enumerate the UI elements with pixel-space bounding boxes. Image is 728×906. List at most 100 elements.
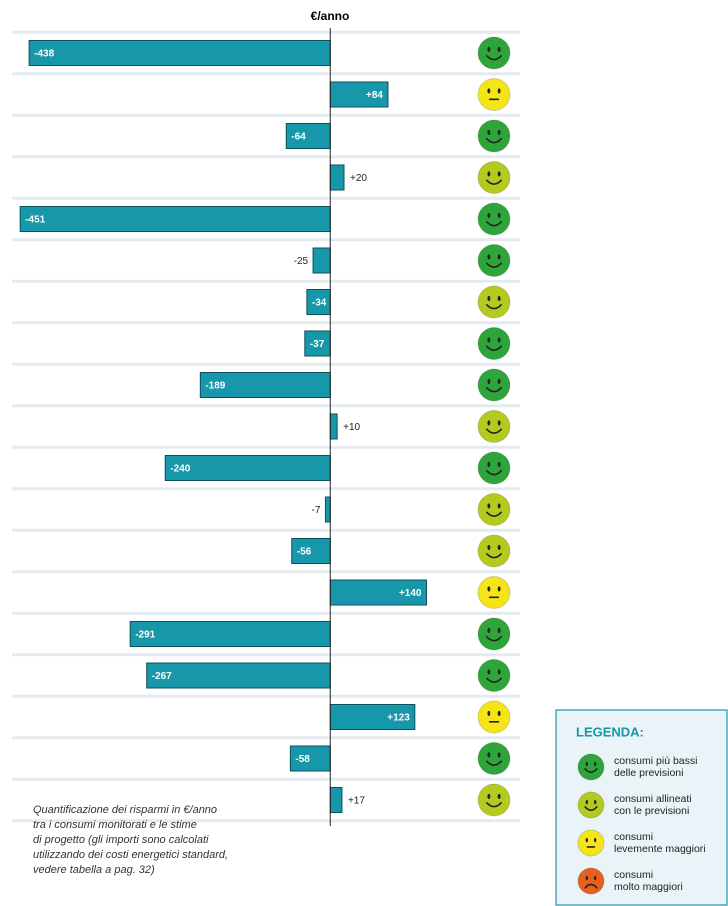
face (477, 451, 511, 485)
eye (497, 171, 501, 177)
face (477, 285, 511, 319)
value-label: +123 (387, 713, 410, 724)
face (577, 867, 605, 895)
eye (593, 762, 597, 767)
caption-line: tra i consumi monitorati e le stime (33, 819, 197, 831)
value-label: -291 (135, 630, 155, 641)
bar (289, 745, 331, 772)
eye (497, 254, 501, 260)
face-icon (477, 119, 511, 153)
value-label: +20 (350, 173, 367, 184)
eye (593, 800, 597, 805)
value-label: +17 (348, 796, 365, 807)
bar (329, 579, 427, 606)
caption-line: di progetto (gli importi sono calcolati (33, 834, 209, 846)
face (477, 617, 511, 651)
mouth (486, 428, 502, 434)
eye (497, 378, 501, 385)
eye (487, 254, 491, 260)
face (477, 534, 511, 568)
bar (129, 621, 331, 647)
face (477, 659, 511, 692)
mouth (486, 511, 502, 517)
face-icon (477, 285, 511, 319)
face (477, 202, 511, 236)
eye (487, 752, 491, 758)
eye (487, 420, 491, 426)
eye (497, 337, 501, 343)
value-label: -34 (312, 298, 327, 309)
face (477, 244, 511, 277)
value-label: -451 (25, 215, 45, 226)
face-icon (477, 700, 511, 734)
face-icon (477, 202, 511, 236)
bar (291, 538, 331, 564)
eye (497, 88, 501, 94)
value-label: -37 (310, 339, 325, 350)
face-icon (577, 829, 605, 857)
bar (329, 787, 343, 813)
eye (487, 586, 491, 592)
mouth (486, 387, 502, 393)
value-label: -7 (312, 505, 321, 516)
bar (199, 372, 331, 398)
eye (487, 295, 491, 302)
face-icon (477, 783, 511, 817)
face (477, 78, 511, 111)
eye (487, 627, 491, 634)
eye (585, 838, 589, 843)
bar (19, 206, 331, 232)
bar (329, 81, 389, 108)
mouth (486, 304, 502, 310)
face-icon (477, 576, 511, 609)
value-label: -25 (294, 256, 309, 267)
mouth (584, 768, 598, 773)
face (477, 576, 511, 609)
mouth (486, 677, 502, 683)
eye (593, 838, 597, 843)
mouth (486, 179, 502, 185)
eye (487, 46, 491, 53)
value-label: -189 (205, 381, 225, 392)
eye (487, 544, 491, 551)
mouth (584, 883, 598, 889)
legend-label: consumi allineati (614, 793, 692, 805)
face (477, 36, 511, 70)
eye (497, 503, 501, 509)
legend-label: consumi (614, 831, 653, 843)
eye (593, 876, 597, 881)
eye (487, 129, 491, 136)
eye (497, 46, 501, 53)
eye (487, 669, 491, 675)
caption-line: Quantificazione dei risparmi in €/anno (33, 804, 217, 816)
face-icon (477, 534, 511, 568)
face (477, 119, 511, 153)
face-icon (477, 493, 511, 526)
legend-label: con le previsioni (614, 805, 689, 817)
mouth (584, 806, 598, 811)
value-label: +140 (399, 588, 422, 599)
face-icon (577, 867, 605, 895)
bar (304, 330, 331, 357)
eye (487, 710, 491, 717)
legend-label: consumi più bassi (614, 755, 697, 767)
face-icon (477, 410, 511, 443)
mouth (486, 802, 502, 808)
value-label: -240 (170, 464, 190, 475)
face-icon (477, 36, 511, 70)
eye (487, 503, 491, 509)
mouth (486, 760, 502, 766)
mouth (486, 345, 502, 351)
mouth (486, 262, 502, 268)
face-icon (577, 753, 605, 781)
legend-label: levemente maggiori (614, 843, 706, 855)
eye (585, 800, 589, 805)
mouth (486, 221, 502, 227)
face-icon (477, 659, 511, 692)
bar (324, 496, 331, 523)
face (577, 829, 605, 857)
mouth (486, 636, 502, 642)
mouth (486, 553, 502, 559)
value-label: +10 (343, 422, 360, 433)
